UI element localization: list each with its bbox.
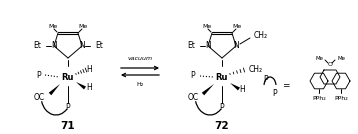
Text: Et: Et — [187, 42, 195, 51]
Text: Me: Me — [315, 57, 323, 62]
Text: CH₂: CH₂ — [249, 64, 263, 74]
Text: P: P — [190, 70, 195, 79]
Text: P: P — [66, 103, 70, 111]
Text: Me: Me — [78, 25, 88, 29]
Text: 71: 71 — [61, 121, 75, 131]
Text: OC: OC — [34, 92, 45, 101]
Polygon shape — [230, 83, 240, 90]
Text: CH₂: CH₂ — [254, 31, 268, 40]
Text: P: P — [273, 88, 277, 98]
Text: 72: 72 — [215, 121, 229, 131]
Text: H₂: H₂ — [136, 83, 144, 88]
Text: Ru: Ru — [216, 74, 228, 83]
Polygon shape — [202, 84, 214, 95]
Text: OC: OC — [188, 92, 199, 101]
Text: Me: Me — [232, 25, 242, 29]
Text: Et: Et — [95, 42, 103, 51]
Text: P: P — [264, 75, 268, 83]
Text: Ru: Ru — [62, 74, 74, 83]
Text: Et: Et — [33, 42, 41, 51]
Text: P: P — [37, 70, 41, 79]
Text: Me: Me — [202, 25, 212, 29]
Text: N: N — [205, 42, 211, 51]
Text: N: N — [79, 42, 85, 51]
Polygon shape — [76, 82, 86, 90]
Polygon shape — [49, 84, 60, 95]
Text: N: N — [51, 42, 57, 51]
Text: H: H — [86, 64, 92, 74]
Text: O: O — [328, 62, 333, 68]
Text: vacuum: vacuum — [127, 55, 153, 60]
Text: P: P — [220, 103, 224, 113]
Text: Me: Me — [48, 25, 58, 29]
Text: PPh₂: PPh₂ — [312, 96, 326, 100]
Text: PPh₂: PPh₂ — [334, 96, 348, 100]
Text: H: H — [86, 83, 92, 92]
Text: N: N — [233, 42, 239, 51]
Text: =: = — [282, 81, 290, 90]
Text: Me: Me — [337, 57, 345, 62]
Text: H: H — [239, 85, 245, 94]
